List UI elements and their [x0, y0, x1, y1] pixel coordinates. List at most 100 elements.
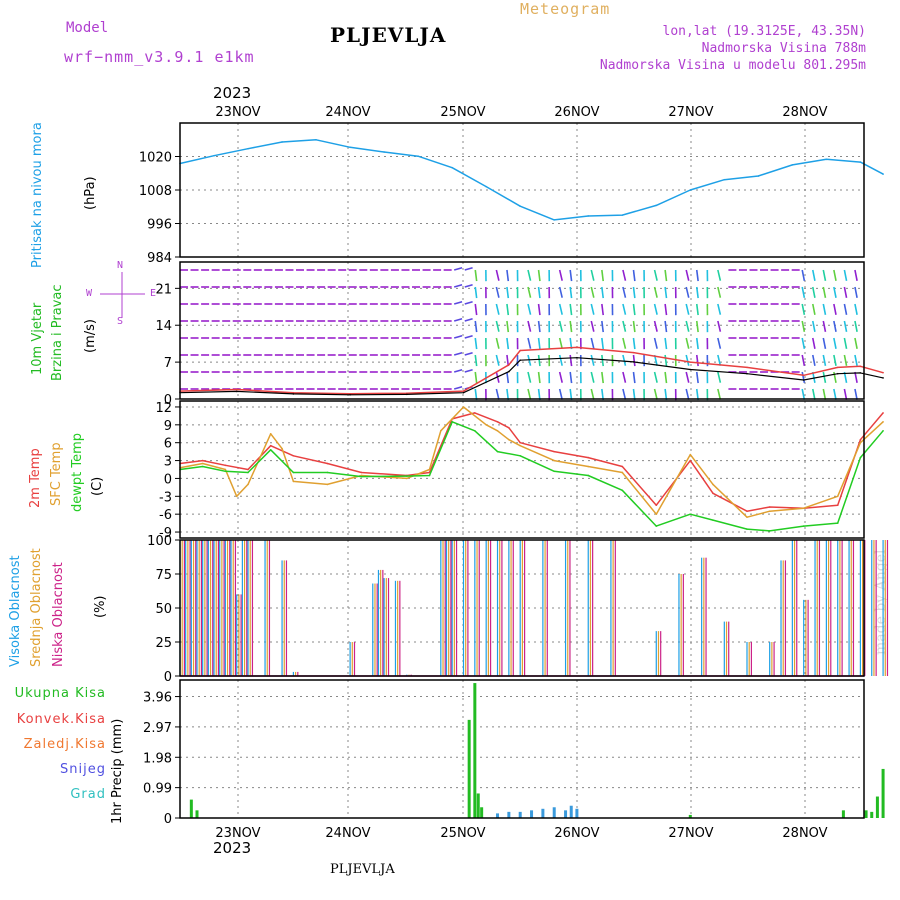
wind-barb — [558, 269, 563, 281]
wind-barb — [632, 269, 636, 282]
temp-line-0-point — [553, 450, 556, 453]
pressure-line-point — [485, 185, 487, 188]
wind-barb — [558, 320, 563, 332]
temp-line-1-point — [292, 480, 295, 483]
precip-bar — [496, 813, 500, 818]
wind-barb — [506, 337, 510, 350]
wind-speed-line-point — [836, 366, 839, 369]
meteogram-label: Meteogram — [520, 0, 611, 18]
wind-barb — [569, 354, 573, 367]
wind-barb — [474, 320, 478, 333]
temp-line-0-point — [474, 412, 476, 414]
wind-barb — [569, 371, 573, 384]
day-label-top: 27NOV — [668, 105, 713, 120]
y-tick-label: 1008 — [139, 184, 172, 199]
wind-barb — [495, 303, 500, 315]
precip-bar — [870, 811, 874, 818]
pressure-line-point — [519, 205, 521, 207]
wind-gust-line-point — [632, 361, 635, 363]
wind-barb — [474, 371, 478, 384]
wind-barb — [695, 286, 699, 299]
precip-bar — [864, 810, 868, 818]
wind-barb — [464, 284, 473, 288]
wind-barb — [843, 337, 848, 349]
day-label-top: 28NOV — [782, 105, 827, 120]
wind-barb — [822, 320, 827, 332]
temp-line-1-point — [621, 471, 624, 474]
temp-line-1-point — [462, 406, 465, 408]
wind-barb — [474, 303, 478, 316]
precip-bar — [575, 808, 579, 818]
y-tick-label: 996 — [147, 218, 172, 233]
temp-line-2-point — [621, 489, 624, 492]
temp-line-2-point — [474, 429, 476, 432]
pressure-line-point — [417, 155, 419, 158]
wind-barb — [833, 354, 837, 366]
wind-barb — [474, 388, 478, 401]
wind-barb — [453, 369, 463, 373]
wind-barb — [506, 354, 510, 367]
model-altitude-label: Nadmorska Visina u modelu 801.295m — [599, 58, 866, 73]
wind-barb — [695, 337, 699, 350]
wind-gust-line — [179, 357, 884, 396]
temp-line-2-point — [224, 470, 227, 473]
y-tick-label: 0 — [164, 472, 172, 487]
wind-barb — [495, 354, 500, 366]
year-top-label: 2023 — [213, 84, 252, 102]
temp-line-0 — [179, 412, 884, 512]
wind-gust-line-point — [689, 368, 692, 371]
wind-barb — [685, 337, 690, 349]
year-bottom-label: 2023 — [213, 839, 252, 857]
wind-barb — [495, 286, 500, 298]
day-label-top: 23NOV — [215, 105, 260, 120]
wind-speed-line-point — [882, 371, 884, 374]
temp-line-1-point — [746, 516, 748, 518]
wind-barb — [474, 286, 478, 299]
wind-barb — [717, 354, 722, 366]
wind-speed-line-point — [859, 365, 862, 368]
wind-barb — [590, 320, 595, 332]
wind-barb — [833, 269, 837, 281]
precip-bar — [473, 683, 477, 818]
wind-barb — [843, 303, 848, 315]
pressure-line — [179, 139, 884, 221]
compass-n: N — [117, 260, 124, 271]
wind-barb — [569, 303, 573, 316]
wind-gust-line-point — [349, 393, 351, 396]
wind-barb — [590, 269, 595, 281]
precip-bar — [530, 810, 534, 818]
temp-line-1-point — [836, 495, 839, 498]
temp-line-1-point — [485, 424, 487, 426]
wind-barb — [833, 320, 837, 332]
wind-barb — [801, 354, 806, 366]
wind-barb — [801, 320, 806, 332]
wind-barb — [822, 371, 827, 383]
wind-barb — [632, 388, 636, 401]
temp-line-1-point — [440, 429, 442, 432]
wind-speed-line-point — [746, 366, 748, 369]
wind-barb — [685, 286, 690, 298]
temp-line-0-point — [768, 506, 771, 508]
wind-barb — [822, 286, 827, 298]
pressure-line-point — [247, 147, 249, 150]
legend-total-rain: Ukupna Kisa — [14, 686, 106, 701]
day-label-top: 26NOV — [554, 105, 599, 120]
wind-barb — [843, 286, 848, 298]
compass-e: E — [150, 288, 157, 299]
wind-barb — [601, 269, 605, 282]
y-tick-label: 2.97 — [143, 721, 172, 736]
temp-line-2-point — [746, 528, 748, 530]
wind-speed-line-point — [235, 388, 238, 391]
wind-barb — [601, 286, 605, 299]
temp-line-0-point — [836, 504, 839, 507]
wind-barb — [811, 354, 816, 366]
y-tick-label: 75 — [155, 568, 172, 583]
temp-line-2-point — [428, 474, 431, 477]
wind-barb — [801, 337, 806, 349]
temp-line-2 — [179, 421, 884, 532]
temp-line-1-point — [768, 510, 771, 512]
temp-line-1-point — [281, 447, 283, 450]
temp-line-1-point — [712, 483, 714, 486]
wind-barb — [801, 371, 806, 383]
wind-barb — [822, 388, 827, 400]
